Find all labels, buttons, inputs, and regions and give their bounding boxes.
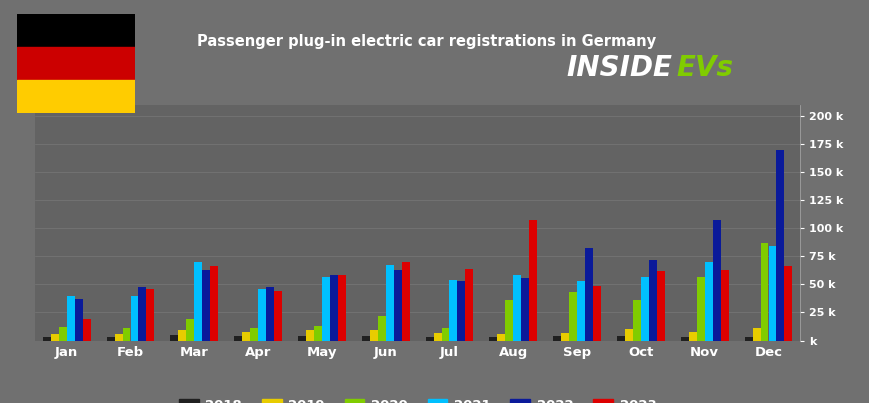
Bar xyxy=(528,220,537,341)
Bar xyxy=(704,262,712,341)
Bar xyxy=(441,328,449,341)
Bar xyxy=(505,300,513,341)
Bar xyxy=(83,319,90,341)
Bar xyxy=(521,278,528,341)
Bar xyxy=(744,337,752,341)
Bar xyxy=(767,246,776,341)
Bar xyxy=(720,270,728,341)
Text: Passenger plug-in electric car registrations in Germany: Passenger plug-in electric car registrat… xyxy=(196,34,655,49)
Bar xyxy=(593,285,600,341)
Bar xyxy=(401,262,409,341)
Text: EVs: EVs xyxy=(676,54,733,82)
Bar xyxy=(297,336,306,341)
Bar xyxy=(585,249,593,341)
Bar xyxy=(130,296,138,341)
Bar xyxy=(107,337,115,341)
Bar xyxy=(274,291,282,341)
Text: INSIDE: INSIDE xyxy=(566,54,672,82)
Bar xyxy=(457,281,465,341)
Bar xyxy=(497,334,505,341)
Bar xyxy=(688,332,696,341)
Bar xyxy=(465,269,473,341)
Bar xyxy=(314,326,322,341)
Bar xyxy=(696,276,704,341)
Bar xyxy=(712,220,720,341)
Bar xyxy=(123,328,130,341)
Bar xyxy=(178,330,186,341)
Bar xyxy=(776,150,784,341)
Bar xyxy=(58,327,67,341)
Bar xyxy=(648,260,656,341)
Bar xyxy=(576,281,584,341)
Bar xyxy=(17,80,135,113)
Bar xyxy=(210,266,218,341)
Bar xyxy=(250,328,258,341)
Bar xyxy=(561,333,568,341)
Bar xyxy=(393,270,401,341)
Bar xyxy=(202,270,210,341)
Bar xyxy=(115,334,123,341)
Bar xyxy=(306,330,314,341)
Bar xyxy=(329,275,337,341)
Bar xyxy=(258,289,266,341)
Bar xyxy=(553,336,561,341)
Bar xyxy=(624,329,633,341)
Bar xyxy=(633,300,640,341)
Bar xyxy=(362,336,369,341)
Bar xyxy=(170,335,178,341)
Bar xyxy=(680,337,688,341)
Bar xyxy=(449,280,457,341)
Bar xyxy=(425,337,433,341)
Bar xyxy=(186,319,194,341)
Bar xyxy=(194,262,202,341)
Bar xyxy=(75,299,83,341)
Bar xyxy=(488,337,497,341)
Bar xyxy=(377,316,385,341)
Bar xyxy=(322,276,329,341)
Legend: 2018, 2019, 2020, 2021, 2022, 2023: 2018, 2019, 2020, 2021, 2022, 2023 xyxy=(174,393,660,403)
Bar xyxy=(43,337,50,341)
Bar xyxy=(67,296,75,341)
Bar xyxy=(568,292,576,341)
Bar xyxy=(234,336,242,341)
Bar xyxy=(337,275,346,341)
Bar xyxy=(513,275,521,341)
Bar xyxy=(640,276,648,341)
Bar xyxy=(760,243,767,341)
Bar xyxy=(138,287,146,341)
Bar xyxy=(50,334,58,341)
Bar xyxy=(616,336,624,341)
Bar xyxy=(242,332,250,341)
Bar xyxy=(17,47,135,80)
Bar xyxy=(146,289,155,341)
Bar xyxy=(369,330,377,341)
Bar xyxy=(784,266,792,341)
Bar xyxy=(17,14,135,47)
Bar xyxy=(752,328,760,341)
Bar xyxy=(656,271,664,341)
Bar xyxy=(385,265,394,341)
Bar xyxy=(433,333,441,341)
Bar xyxy=(266,287,274,341)
